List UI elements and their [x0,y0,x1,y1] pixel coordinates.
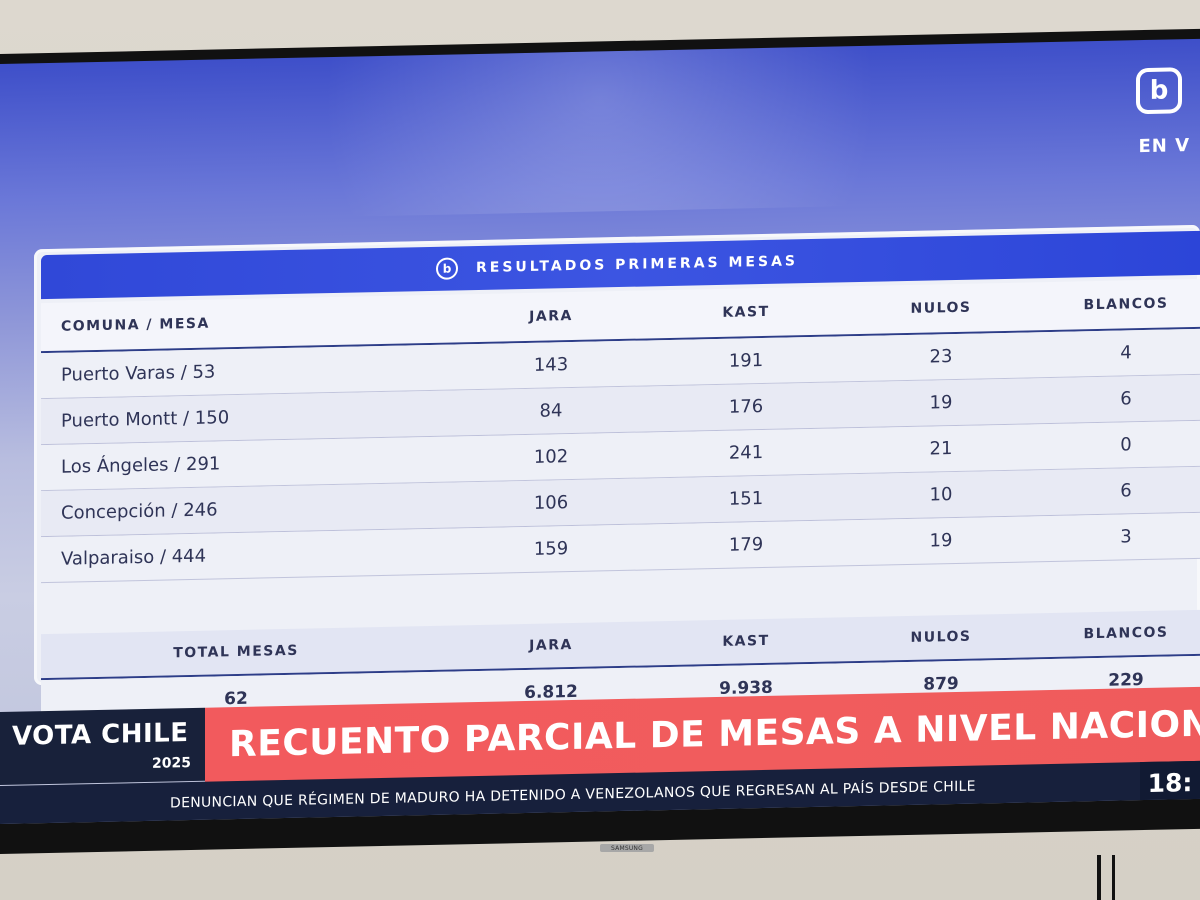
blancos-cell: 6 [1120,480,1132,502]
blancos-cell: 3 [1120,526,1132,548]
channel-logo-icon: b [1136,67,1182,115]
comuna-mesa-cell: Concepción / 246 [61,499,218,524]
header-kast: KAST [722,303,770,321]
header-blancos: BLANCOS [1083,295,1169,314]
results-table: COMUNA / MESA JARA KAST NULOS BLANCOS Pu… [41,278,1200,584]
comuna-mesa-cell: Valparaiso / 444 [61,545,207,570]
ticker-text: DENUNCIAN QUE RÉGIMEN DE MADURO HA DETEN… [170,778,976,812]
kast-cell: 179 [728,534,764,556]
nulos-cell: 19 [929,530,953,552]
nulos-cell: 23 [929,346,953,368]
header-total-mesas: TOTAL MESAS [173,642,299,662]
header-total-blancos: BLANCOS [1083,624,1169,643]
jara-cell: 106 [533,492,569,514]
header-total-jara: JARA [529,637,573,654]
vote-chile-brand: VOTA CHILE [12,718,189,752]
kast-cell: 241 [728,442,764,464]
kast-cell: 151 [728,488,764,510]
kast-cell: 176 [728,396,764,418]
results-panel-title: RESULTADOS PRIMERAS MESAS [476,253,798,277]
channel-logo-icon: b [436,257,458,280]
header-nulos: NULOS [910,299,972,317]
jara-cell: 143 [533,354,569,376]
comuna-mesa-cell: Puerto Varas / 53 [61,361,216,386]
nulos-cell: 21 [929,438,953,460]
blancos-cell: 4 [1120,342,1132,364]
kast-cell: 191 [728,350,764,372]
time-display: 18: [1140,760,1200,805]
header-total-nulos: NULOS [910,628,972,646]
comuna-mesa-cell: Los Ángeles / 291 [61,453,221,478]
results-panel: b RESULTADOS PRIMERAS MESAS COMUNA / MES… [34,224,1200,727]
blancos-cell: 6 [1120,388,1132,410]
jara-cell: 102 [533,446,569,468]
blancos-cell: 0 [1120,434,1132,456]
live-label: EN V [1138,135,1190,158]
jara-cell: 159 [533,538,569,560]
nulos-cell: 19 [929,392,953,414]
tv-brand-label: SAMSUNG [600,844,654,852]
television-screen: b EN V b RESULTADOS PRIMERAS MESAS COMUN… [0,38,1200,824]
nulos-cell: 10 [929,484,953,506]
vote-chile-year: 2025 [152,754,191,772]
lower-third: VOTA CHILE 2025 RECUENTO PARCIAL DE MESA… [0,679,1200,824]
header-total-kast: KAST [722,632,770,650]
jara-cell: 84 [539,400,563,422]
tv-cable [1097,855,1115,900]
vote-chile-brand-box: VOTA CHILE 2025 [0,707,205,785]
television-frame: b EN V b RESULTADOS PRIMERAS MESAS COMUN… [0,28,1200,854]
headline-text: RECUENTO PARCIAL DE MESAS A NIVEL NACION… [229,703,1200,766]
header-comuna-mesa: COMUNA / MESA [61,315,210,335]
comuna-mesa-cell: Puerto Montt / 150 [61,407,230,432]
header-jara: JARA [529,308,573,325]
